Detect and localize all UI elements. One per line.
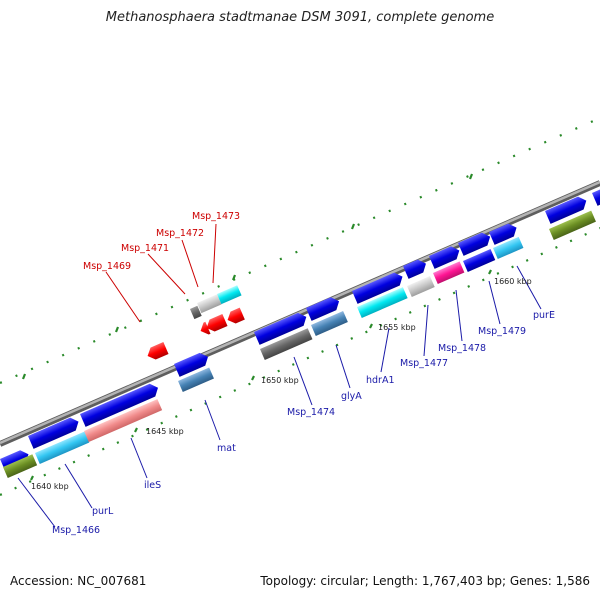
gene-feature: [306, 297, 340, 321]
gene-labels: Msp_1466 purL ileS mat Msp_1474 glyA hdr…: [52, 211, 555, 536]
gene-feature: [174, 352, 208, 377]
gene-feature: [493, 236, 524, 260]
gene-label: Msp_1474: [287, 407, 335, 418]
gene-feature: [545, 196, 587, 224]
gene-label: Msp_1473: [192, 211, 240, 222]
gene-feature: [178, 367, 214, 393]
gene-feature: [3, 454, 38, 479]
gene-label: Msp_1466: [52, 525, 100, 536]
gene-feature: [260, 328, 313, 361]
gene-feature: [200, 321, 211, 335]
label-leader-lines: [17, 223, 542, 528]
gene-feature: [84, 399, 163, 443]
gene-feature: [311, 311, 348, 337]
gene-features: [0, 187, 600, 479]
gene-feature: [147, 342, 169, 360]
scale-label: 1645 kbp: [146, 427, 184, 436]
gene-feature: [28, 417, 79, 449]
gene-label: Msp_1472: [156, 228, 204, 239]
gene-feature: [403, 259, 426, 279]
scale-labels: 1640 kbp 1645 kbp 1650 kbp 1655 kbp 1660…: [31, 277, 532, 491]
gene-feature: [227, 307, 245, 324]
major-ticks: [21, 173, 492, 481]
gene-feature: [217, 285, 242, 305]
gene-label: Msp_1471: [121, 243, 169, 254]
gene-feature: [352, 272, 403, 304]
gene-feature: [592, 187, 600, 206]
gene-label: hdrA1: [366, 375, 395, 386]
gene-feature: [549, 210, 596, 241]
gene-feature: [197, 294, 222, 314]
gene-label: Msp_1479: [478, 326, 526, 337]
scale-label: 1640 kbp: [31, 482, 69, 491]
gene-feature: [357, 287, 408, 319]
gene-label: ileS: [144, 480, 161, 491]
gene-feature: [458, 232, 491, 256]
gene-feature: [407, 276, 435, 298]
gene-label: purE: [533, 310, 555, 321]
gene-feature: [190, 305, 202, 320]
gene-feature: [206, 314, 228, 332]
accession-label: Accession: NC_007681: [10, 574, 147, 588]
gene-feature: [254, 312, 307, 345]
gene-label: mat: [217, 443, 236, 454]
gene-label: Msp_1478: [438, 343, 486, 354]
gene-label: glyA: [341, 391, 362, 402]
gene-feature: [433, 261, 465, 285]
gene-label: purL: [92, 506, 114, 517]
gene-label: Msp_1469: [83, 261, 131, 272]
scale-label: 1660 kbp: [494, 277, 532, 286]
gene-feature: [80, 383, 158, 427]
gene-feature: [35, 431, 90, 465]
genome-backbone: [0, 180, 600, 447]
map-title: Methanosphaera stadtmanae DSM 3091, comp…: [105, 10, 495, 25]
scale-label: 1655 kbp: [378, 323, 416, 332]
genome-summary: Topology: circular; Length: 1,767,403 bp…: [260, 574, 590, 588]
gene-feature: [489, 223, 517, 245]
scale-label: 1650 kbp: [261, 376, 299, 385]
gene-feature: [429, 246, 460, 269]
gene-feature: [463, 249, 496, 273]
gene-label: Msp_1477: [400, 358, 448, 369]
